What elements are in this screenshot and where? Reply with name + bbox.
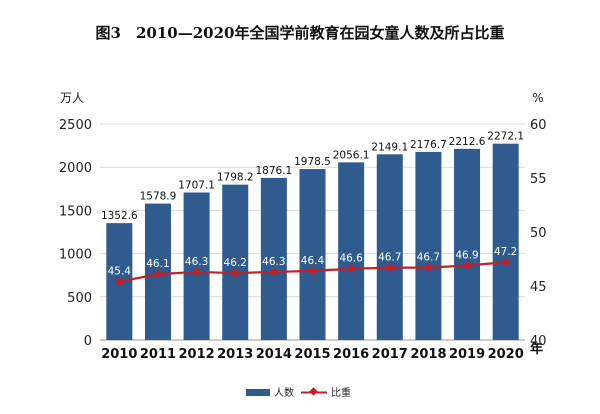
x-tick-label: 2015 — [294, 347, 330, 362]
left-tick-label: 1500 — [59, 204, 92, 219]
bars — [106, 143, 519, 340]
bar-value-label: 1798.2 — [217, 172, 254, 184]
line-value-label: 47.2 — [494, 246, 517, 258]
bar — [222, 184, 249, 340]
x-tick-label: 2014 — [256, 347, 292, 362]
right-tick-label: 50 — [530, 226, 547, 241]
x-tick-label: 2010 — [101, 347, 137, 362]
right-tick-label: 55 — [530, 172, 547, 187]
x-tick-label: 2013 — [217, 347, 253, 362]
bar-value-label: 2176.7 — [410, 139, 447, 151]
x-tick-label: 2017 — [372, 347, 408, 362]
line-value-label: 46.1 — [146, 258, 169, 270]
right-tick-label: 45 — [530, 280, 547, 295]
line-value-label: 46.4 — [301, 255, 325, 267]
x-tick-label: 2020 — [488, 347, 524, 362]
bar — [492, 143, 519, 340]
x-tick-label: 2012 — [178, 347, 214, 362]
bar — [415, 151, 442, 340]
bar — [299, 169, 326, 340]
x-tick-label: 2016 — [333, 347, 369, 362]
left-tick-label: 2000 — [59, 161, 92, 176]
line-value-label: 46.7 — [378, 252, 401, 264]
legend-label-bars: 人数 — [274, 386, 294, 399]
legend: 人数 比重 — [246, 386, 351, 399]
left-tick-label: 0 — [84, 334, 92, 349]
left-tick-label: 1000 — [59, 248, 92, 263]
line-value-label: 46.2 — [224, 257, 247, 269]
chart-title: 图3 2010—2020年全国学前教育在园女童人数及所占比重 — [96, 24, 505, 42]
right-tick-label: 40 — [530, 334, 547, 349]
line-series: 45.4 46.1 46.3 46.2 46.3 46.4 46.6 46.7 46.7 46.9… — [108, 246, 517, 287]
right-tick-label: 60 — [530, 118, 547, 133]
bar — [260, 177, 287, 340]
line-point — [230, 268, 240, 278]
bar-value-label: 1578.9 — [140, 191, 177, 203]
bar-value-label: 2149.1 — [371, 141, 408, 153]
bar-value-label: 2056.1 — [333, 149, 370, 161]
x-tick-label: 2011 — [140, 347, 176, 362]
x-axis-ticks: 2010 2011 2012 2013 2014 2015 2016 2017 2018 2019… — [101, 347, 524, 362]
x-tick-label: 2018 — [410, 347, 446, 362]
x-tick-label: 2019 — [449, 347, 485, 362]
left-axis-ticks: 0 500 1000 1500 2000 2500 — [59, 118, 92, 349]
line-point — [192, 267, 202, 277]
bar — [338, 162, 365, 340]
legend-swatch-bars — [246, 389, 270, 396]
bar — [454, 148, 481, 340]
line-value-label: 45.4 — [108, 266, 132, 278]
bar — [376, 154, 403, 340]
line-value-label: 46.3 — [262, 256, 285, 268]
bar-value-label: 2212.6 — [449, 136, 486, 148]
left-tick-label: 2500 — [59, 118, 92, 133]
right-axis-ticks: 40 45 50 55 60 — [530, 118, 547, 349]
bar-value-label: 1978.5 — [294, 156, 331, 168]
bar-value-label: 1707.1 — [178, 180, 215, 192]
right-axis-unit: % — [532, 91, 543, 105]
bar — [183, 192, 210, 340]
legend-marker-line — [309, 387, 318, 396]
bar-labels: 1352.61578.91707.11798.21876.11978.52056… — [101, 131, 524, 222]
left-tick-label: 500 — [67, 291, 92, 306]
line-value-label: 46.9 — [455, 249, 478, 261]
left-axis-unit: 万人 — [60, 91, 84, 105]
bar-value-label: 1876.1 — [255, 165, 292, 177]
line-value-label: 46.3 — [185, 256, 208, 268]
x-axis-unit: 年 — [530, 341, 543, 357]
legend-label-line: 比重 — [331, 386, 351, 399]
line-value-label: 46.7 — [417, 252, 440, 264]
bar-value-label: 1352.6 — [101, 210, 138, 222]
line-point — [153, 269, 163, 279]
bar-value-label: 2272.1 — [487, 131, 524, 143]
line-point — [114, 277, 124, 287]
line-value-label: 46.6 — [339, 253, 363, 265]
